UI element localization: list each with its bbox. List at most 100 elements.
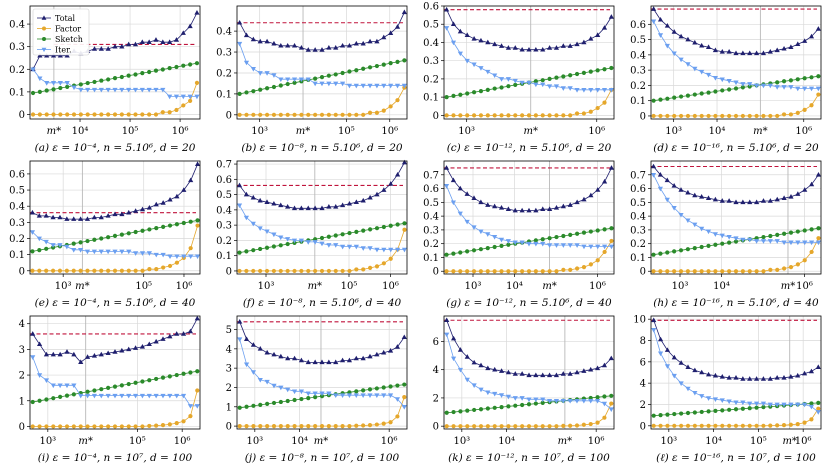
point-factor: [299, 268, 304, 274]
point-sketch: [727, 87, 732, 92]
point-total: [726, 375, 732, 380]
point-sketch: [188, 62, 193, 67]
point-iter: [57, 81, 63, 86]
point-sketch: [672, 411, 677, 417]
point-total: [388, 181, 394, 186]
point-iter: [119, 393, 125, 399]
x-tick-label: 10⁴: [713, 281, 730, 292]
caption-label: (d): [653, 142, 671, 154]
point-iter: [801, 402, 808, 408]
point-factor: [727, 269, 732, 274]
y-tick-label: 0: [640, 111, 646, 122]
point-sketch: [395, 383, 400, 388]
point-factor: [85, 424, 90, 429]
point-sketch: [547, 236, 552, 241]
point-factor: [64, 424, 70, 429]
caption-text: ε = 10⁻¹⁶, n = 5.10⁶, d = 40: [672, 297, 819, 309]
series-line-total: [446, 320, 612, 376]
point-iter: [374, 247, 380, 253]
x-tick-label: 10⁶: [796, 281, 813, 292]
point-sketch: [609, 393, 614, 398]
point-iter: [574, 398, 580, 404]
point-total: [291, 42, 298, 48]
point-factor: [388, 420, 393, 425]
point-total: [353, 355, 359, 361]
point-sketch: [761, 234, 766, 240]
point-total: [767, 376, 773, 381]
point-factor: [540, 269, 545, 274]
point-total: [126, 41, 132, 47]
point-iter: [394, 83, 401, 89]
point-sketch: [609, 65, 614, 71]
point-factor: [402, 227, 407, 232]
point-iter: [767, 239, 773, 244]
panel-d: 0 0.1 0.2 0.3 0.4 0.5 0.6 10³ 10⁴ 10⁶ m* (d) ε = 10…: [630, 5, 822, 154]
point-factor: [595, 258, 600, 263]
point-sketch: [513, 82, 518, 88]
point-iter: [512, 396, 518, 401]
point-factor: [809, 417, 814, 422]
point-sketch: [140, 379, 145, 384]
point-total: [194, 161, 201, 167]
point-total: [457, 185, 463, 191]
point-iter: [291, 389, 298, 395]
point-total: [492, 41, 498, 47]
caption-label: (b): [241, 142, 259, 154]
point-total: [285, 355, 291, 361]
point-sketch: [106, 77, 111, 82]
point-iter: [333, 81, 339, 87]
point-iter: [533, 397, 539, 403]
point-factor: [740, 269, 745, 274]
panel-c: 0 0.1 0.2 0.3 0.4 0.5 0.6 10³ 10⁶ m* (c) ε = 10⁻¹²…: [423, 2, 615, 154]
point-total: [726, 49, 732, 54]
point-sketch: [775, 232, 780, 237]
point-sketch: [326, 73, 331, 78]
point-total: [699, 194, 705, 199]
y-tick-label: 0: [226, 266, 232, 277]
point-iter: [664, 197, 670, 203]
point-iter: [387, 393, 394, 398]
point-iter: [444, 332, 450, 338]
point-sketch: [112, 384, 118, 389]
caption-text: ε = 10⁻⁴, n = 5.10⁶, d = 20: [52, 142, 195, 154]
point-total: [312, 47, 318, 52]
point-total: [781, 195, 787, 201]
point-sketch: [388, 384, 393, 389]
legend-marker-sketch: [42, 37, 46, 41]
point-factor: [112, 268, 118, 273]
point-total: [119, 211, 125, 217]
point-total: [781, 45, 787, 51]
y-tick-label: 0.1: [423, 93, 439, 104]
point-iter: [795, 240, 801, 246]
point-factor: [720, 423, 725, 428]
point-factor: [478, 113, 484, 118]
point-sketch: [651, 98, 656, 103]
point-total: [567, 371, 573, 376]
point-total: [485, 202, 491, 207]
point-sketch: [733, 86, 739, 91]
point-sketch: [809, 75, 814, 80]
point-total: [333, 359, 339, 365]
series-line-iter: [32, 356, 198, 407]
point-total: [657, 336, 664, 342]
point-sketch: [581, 230, 587, 235]
point-iter: [685, 62, 691, 67]
point-sketch: [506, 84, 511, 89]
point-factor: [575, 266, 580, 271]
x-tick-label: 10³: [258, 281, 275, 292]
point-factor: [251, 268, 256, 274]
point-factor: [271, 112, 277, 117]
point-factor: [561, 267, 566, 272]
point-factor: [58, 112, 63, 117]
point-factor: [37, 268, 42, 273]
point-iter: [546, 398, 553, 404]
point-sketch: [699, 91, 704, 96]
point-sketch: [319, 75, 325, 80]
y-tick-label: 0.5: [630, 198, 646, 209]
panel-k: 0 2 4 6 10³ 10⁴ 10⁶ m* (k) ε = 10⁻¹², n = 10⁷, d…: [433, 315, 615, 464]
point-iter: [450, 40, 457, 46]
point-sketch: [465, 91, 470, 96]
point-sketch: [112, 233, 118, 239]
y-tick-label: 0.6: [630, 20, 646, 31]
point-total: [312, 205, 318, 211]
